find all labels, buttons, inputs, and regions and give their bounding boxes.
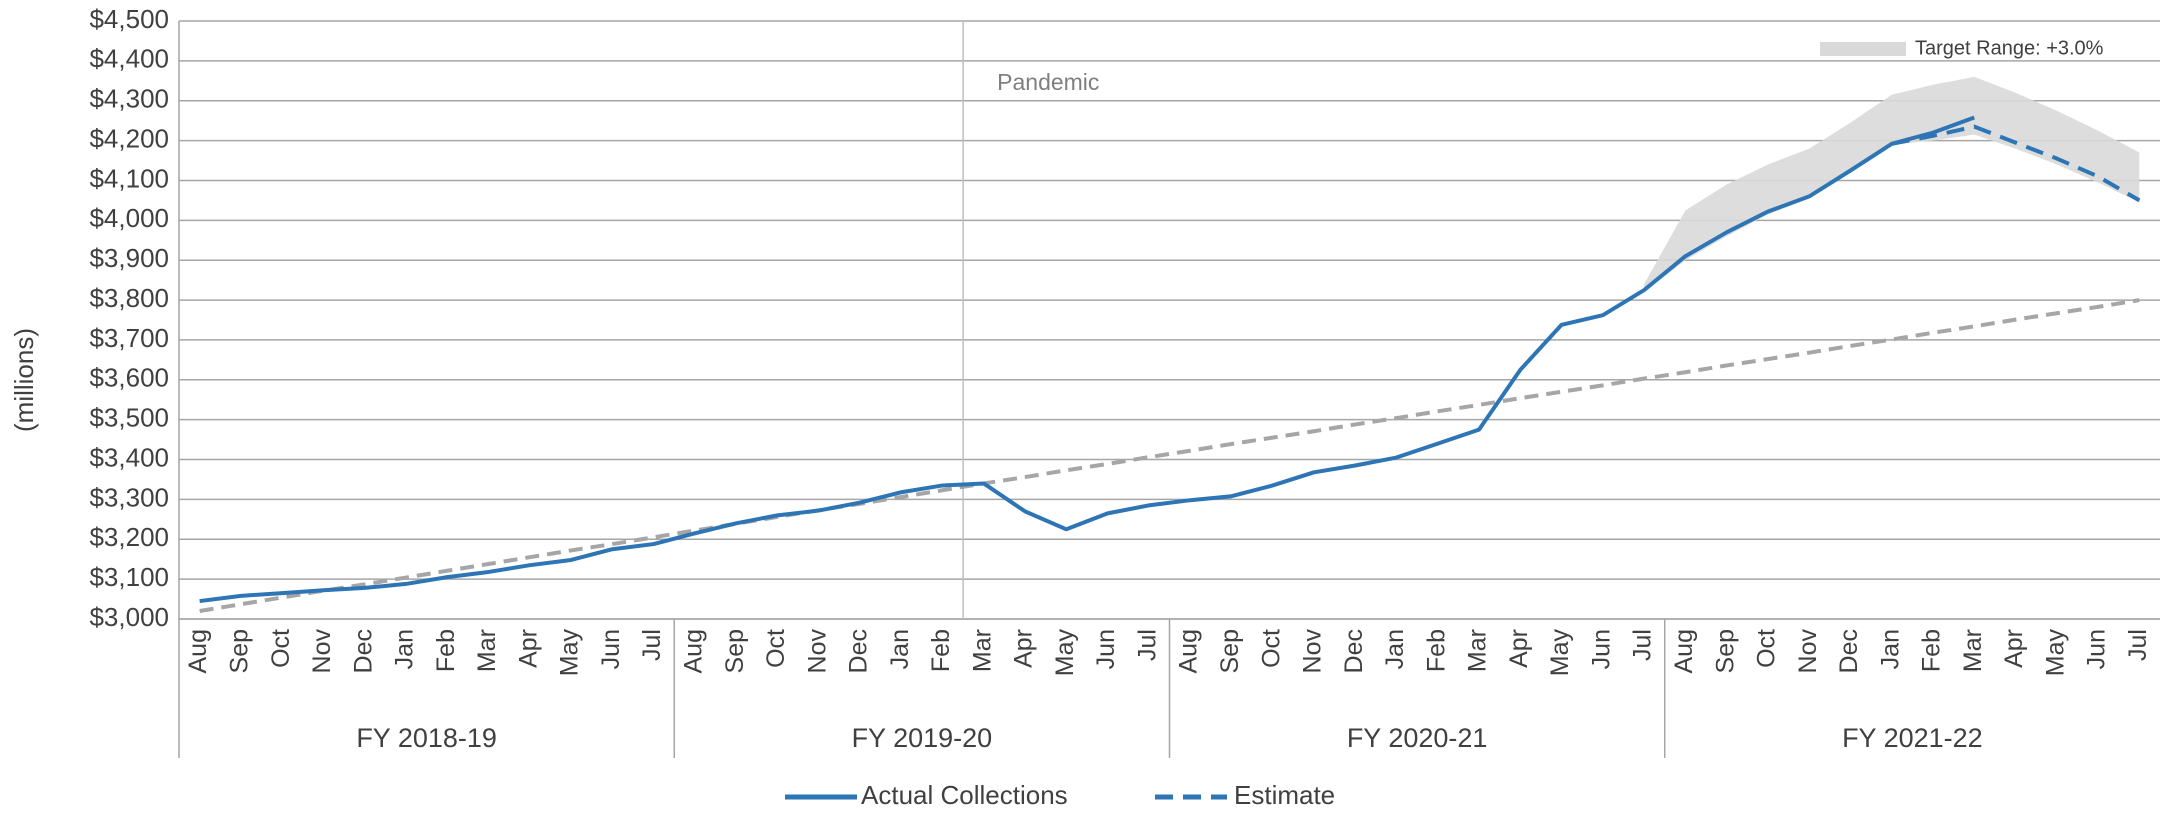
x-tick-label: Dec — [1340, 629, 1368, 673]
y-tick-label: $3,200 — [89, 522, 169, 552]
legend-label: Target Range: +3.0% — [1915, 37, 2104, 59]
x-tick-label: Oct — [762, 629, 790, 668]
legend-swatch — [1820, 42, 1906, 56]
x-tick-label: Jan — [1876, 629, 1904, 669]
x-tick-label: May — [1051, 629, 1079, 677]
series-line — [1891, 124, 2141, 203]
x-tick-label: Aug — [184, 629, 212, 673]
x-tick-label: Dec — [1835, 629, 1863, 673]
x-tick-label: Sep — [1216, 629, 1244, 673]
x-tick-label: Nov — [1299, 629, 1327, 674]
y-tick-label: $4,200 — [89, 123, 169, 153]
x-tick-label: Apr — [1010, 629, 1038, 668]
x-tick-label: Aug — [1670, 629, 1698, 673]
annotation: Pandemic — [997, 69, 1099, 95]
x-tick-label: Jan — [1381, 629, 1409, 669]
y-tick-label: $3,800 — [89, 283, 169, 313]
x-tick-label: Mar — [473, 629, 501, 672]
x-tick-label: Dec — [349, 629, 377, 673]
y-tick-label: $3,400 — [89, 442, 169, 472]
group-label: FY 2020-21 — [1347, 723, 1488, 753]
x-tick-label: Oct — [1753, 629, 1781, 668]
target-band — [1644, 76, 2140, 293]
y-tick-label: $3,300 — [89, 482, 169, 512]
x-tick-label: Feb — [432, 629, 460, 672]
y-tick-label: $3,700 — [89, 323, 169, 353]
y-tick-label: $3,600 — [89, 363, 169, 393]
x-tick-label: Mar — [1959, 629, 1987, 672]
x-tick-label: Mar — [1464, 629, 1492, 672]
x-tick-label: Jun — [1587, 629, 1615, 669]
x-tick-label: Feb — [1918, 629, 1946, 672]
x-tick-label: Nov — [803, 629, 831, 674]
x-tick-label: Apr — [2000, 629, 2028, 668]
series-line — [199, 115, 1975, 604]
x-tick-label: Aug — [679, 629, 707, 673]
y-axis-label: (millions) — [9, 328, 39, 432]
y-tick-label: $4,400 — [89, 44, 169, 74]
y-tick-label: $4,000 — [89, 203, 169, 233]
x-tick-label: Dec — [845, 629, 873, 673]
legend-label: Actual Collections — [861, 780, 1068, 810]
group-label: FY 2021-22 — [1842, 723, 1983, 753]
x-tick-label: Jul — [2124, 629, 2152, 661]
x-tick-label: Jan — [391, 629, 419, 669]
x-tick-label: Apr — [514, 629, 542, 668]
y-tick-label: $3,100 — [89, 562, 169, 592]
legend-label: Estimate — [1234, 780, 1335, 810]
x-tick-label: Oct — [267, 629, 295, 668]
x-tick-label: Jun — [2083, 629, 2111, 669]
x-tick-label: Jun — [597, 629, 625, 669]
x-tick-label: Sep — [1711, 629, 1739, 673]
x-tick-label: Nov — [308, 629, 336, 674]
group-label: FY 2019-20 — [852, 723, 993, 753]
x-tick-label: May — [1546, 629, 1574, 677]
x-tick-label: Jul — [1629, 629, 1657, 661]
x-tick-label: Jun — [1092, 629, 1120, 669]
x-tick-label: May — [2041, 629, 2069, 677]
x-tick-label: Feb — [1422, 629, 1450, 672]
x-tick-label: Mar — [968, 629, 996, 672]
y-tick-label: $3,900 — [89, 243, 169, 273]
x-tick-label: Feb — [927, 629, 955, 672]
x-tick-label: Sep — [721, 629, 749, 673]
x-tick-label: Oct — [1257, 629, 1285, 668]
x-tick-label: Apr — [1505, 629, 1533, 668]
x-tick-label: May — [556, 629, 584, 677]
series-line — [199, 298, 2140, 614]
x-tick-label: Sep — [226, 629, 254, 673]
x-tick-label: Aug — [1175, 629, 1203, 673]
y-tick-label: $4,500 — [89, 4, 169, 34]
x-tick-label: Jul — [1133, 629, 1161, 661]
y-tick-label: $4,100 — [89, 163, 169, 193]
y-tick-label: $4,300 — [89, 84, 169, 114]
y-tick-label: $3,000 — [89, 602, 169, 632]
x-tick-label: Jul — [638, 629, 666, 661]
x-tick-label: Nov — [1794, 629, 1822, 674]
group-label: FY 2018-19 — [356, 723, 497, 753]
x-tick-label: Jan — [886, 629, 914, 669]
y-tick-label: $3,500 — [89, 403, 169, 433]
